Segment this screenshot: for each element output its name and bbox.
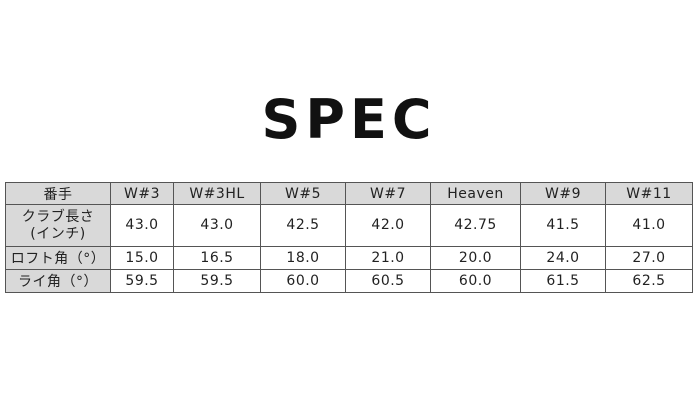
table-cell: 42.5 (260, 204, 346, 247)
table-cell: 15.0 (110, 246, 174, 270)
table-cell: 60.0 (430, 269, 521, 293)
column-header: W#9 (520, 182, 606, 205)
table-cell: 18.0 (260, 246, 346, 270)
column-header: W#7 (345, 182, 431, 205)
table-header-row: 番手 W#3 W#3HL W#5 W#7 Heaven W#9 W#11 (5, 182, 693, 205)
table-cell: 42.0 (345, 204, 431, 247)
table-cell: 43.0 (173, 204, 261, 247)
row-label: ライ角（°） (5, 269, 111, 293)
table-cell: 21.0 (345, 246, 431, 270)
table-cell: 59.5 (173, 269, 261, 293)
column-header: 番手 (5, 182, 111, 205)
table-cell: 61.5 (520, 269, 606, 293)
table-cell: 43.0 (110, 204, 174, 247)
table-row: ライ角（°） 59.5 59.5 60.0 60.5 60.0 61.5 62.5 (5, 269, 693, 293)
table-cell: 60.5 (345, 269, 431, 293)
column-header: W#3HL (173, 182, 261, 205)
page-title: SPEC (261, 88, 437, 151)
row-label: ロフト角（°） (5, 246, 111, 270)
table-cell: 62.5 (605, 269, 693, 293)
row-label: クラブ長さ (インチ) (5, 204, 111, 247)
table-cell: 16.5 (173, 246, 261, 270)
row-label-line: クラブ長さ (21, 208, 95, 225)
table-row: クラブ長さ (インチ) 43.0 43.0 42.5 42.0 42.75 41.5 41.0 (5, 204, 693, 247)
table-row: ロフト角（°） 15.0 16.5 18.0 21.0 20.0 24.0 27.0 (5, 246, 693, 270)
column-header: W#11 (605, 182, 693, 205)
column-header: W#5 (260, 182, 346, 205)
spec-table: 番手 W#3 W#3HL W#5 W#7 Heaven W#9 W#11 クラブ長さ (インチ)… (5, 182, 693, 293)
column-header: W#3 (110, 182, 174, 205)
table-cell: 60.0 (260, 269, 346, 293)
table-cell: 24.0 (520, 246, 606, 270)
table-cell: 42.75 (430, 204, 521, 247)
table-cell: 59.5 (110, 269, 174, 293)
table-cell: 27.0 (605, 246, 693, 270)
table-cell: 20.0 (430, 246, 521, 270)
table-cell: 41.0 (605, 204, 693, 247)
column-header: Heaven (430, 182, 521, 205)
row-label-line: (インチ) (30, 225, 86, 242)
table-cell: 41.5 (520, 204, 606, 247)
